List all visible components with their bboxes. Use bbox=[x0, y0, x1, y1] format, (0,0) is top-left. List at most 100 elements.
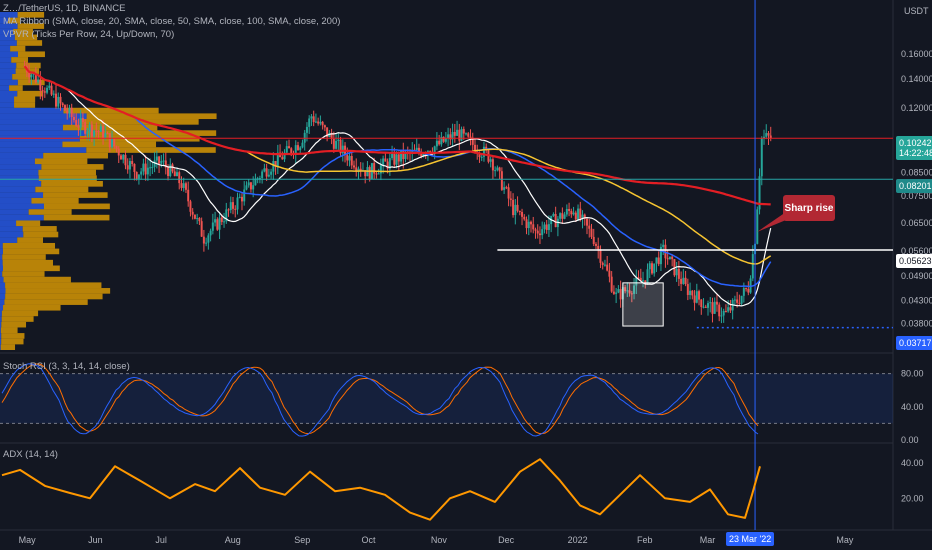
candle-body bbox=[350, 155, 353, 166]
x-tick-label: 2022 bbox=[568, 535, 588, 545]
vpvr-up-bar bbox=[0, 226, 23, 232]
candle-body bbox=[57, 96, 60, 107]
vpvr-up-bar bbox=[0, 85, 10, 91]
vpvr-up-bar bbox=[0, 28, 14, 35]
candle-body bbox=[507, 187, 510, 199]
candle-body bbox=[388, 158, 391, 169]
y-tick-label: 0.07500 bbox=[901, 191, 932, 201]
candle-body bbox=[214, 219, 217, 223]
vpvr-down-bar bbox=[1, 321, 27, 328]
candle-body bbox=[151, 166, 154, 168]
candle-body bbox=[442, 136, 445, 142]
vpvr-down-bar bbox=[14, 102, 36, 108]
candle-body bbox=[245, 185, 248, 190]
candle-body bbox=[456, 129, 459, 136]
candle-body bbox=[395, 154, 398, 165]
candle-body bbox=[207, 235, 210, 243]
candle-body bbox=[97, 131, 100, 133]
vpvr-up-bar bbox=[0, 68, 16, 74]
candle-body bbox=[39, 79, 42, 90]
candle-body bbox=[700, 299, 703, 307]
adx-y-tick: 40.00 bbox=[901, 458, 924, 468]
candle-body bbox=[294, 145, 297, 155]
candle-body bbox=[108, 133, 111, 148]
candle-body bbox=[140, 171, 143, 175]
candle-body bbox=[373, 163, 376, 174]
candle-body bbox=[547, 224, 550, 230]
candle-body bbox=[205, 242, 208, 244]
candle-body bbox=[563, 214, 566, 219]
vpvr-up-bar bbox=[0, 333, 2, 339]
candle-body bbox=[81, 118, 84, 123]
candle-body bbox=[202, 236, 205, 244]
vpvr-up-bar bbox=[0, 242, 3, 249]
candle-body bbox=[119, 155, 122, 160]
vpvr-up-bar bbox=[0, 169, 39, 176]
candle-body bbox=[400, 150, 403, 162]
candle-body bbox=[355, 167, 358, 171]
vpvr-down-bar bbox=[28, 209, 72, 215]
y-tick-label: 0.08500 bbox=[901, 168, 932, 178]
y-tick-label: 0.04900 bbox=[901, 271, 932, 281]
candle-body bbox=[711, 302, 714, 314]
candle-body bbox=[727, 307, 730, 312]
vpvr-down-bar bbox=[17, 23, 45, 29]
candle-body bbox=[568, 208, 571, 211]
candle-body bbox=[167, 167, 170, 177]
candle-body bbox=[411, 149, 414, 154]
candle-body bbox=[415, 147, 418, 151]
y-tick-label: 0.05600 bbox=[901, 246, 932, 256]
vpvr-up-bar bbox=[0, 327, 1, 334]
candle-body bbox=[158, 156, 161, 164]
candle-body bbox=[200, 221, 203, 237]
candle-body bbox=[265, 168, 268, 177]
candle-body bbox=[639, 277, 642, 281]
candle-body bbox=[453, 132, 456, 136]
vpvr-up-bar bbox=[0, 254, 3, 260]
candle-body bbox=[149, 167, 152, 169]
candle-body bbox=[128, 161, 131, 170]
x-tick-label: May bbox=[836, 535, 854, 545]
candle-body bbox=[162, 160, 165, 162]
candle-body bbox=[682, 277, 685, 284]
candle-body bbox=[332, 138, 335, 149]
candle-body bbox=[348, 155, 351, 161]
candle-body bbox=[440, 136, 443, 145]
candle-body bbox=[160, 160, 163, 164]
candle-body bbox=[66, 110, 69, 114]
vpvr-up-bar bbox=[0, 203, 44, 210]
vpvr-down-bar bbox=[2, 271, 45, 277]
callout-pointer bbox=[757, 212, 786, 232]
candle-body bbox=[117, 148, 120, 156]
candle-body bbox=[122, 154, 125, 160]
candle-body bbox=[115, 146, 118, 149]
candle-body bbox=[111, 138, 114, 148]
candle-body bbox=[503, 187, 506, 190]
candle-body bbox=[77, 125, 80, 128]
x-tick-label: Sep bbox=[294, 535, 310, 545]
vpvr-up-bar bbox=[0, 214, 44, 221]
candle-body bbox=[104, 133, 107, 139]
vpvr-down-bar bbox=[5, 293, 103, 300]
candle-body bbox=[34, 73, 37, 83]
vpvr-up-bar bbox=[0, 304, 4, 311]
candle-body bbox=[601, 262, 604, 265]
candle-body bbox=[541, 229, 544, 236]
vpvr-down-bar bbox=[63, 107, 159, 114]
ma-ribbon-legend: MA Ribbon (SMA, close, 20, SMA, close, 5… bbox=[3, 16, 341, 27]
vpvr-down-bar bbox=[0, 344, 16, 350]
vpvr-down-bar bbox=[9, 85, 23, 91]
candle-body bbox=[339, 139, 342, 154]
candle-body bbox=[630, 293, 633, 295]
candle-body bbox=[124, 154, 127, 166]
vpvr-up-bar bbox=[0, 197, 32, 204]
candle-body bbox=[684, 277, 687, 285]
candle-body bbox=[314, 121, 317, 123]
candle-body bbox=[559, 213, 562, 219]
candle-body bbox=[102, 126, 105, 139]
vpvr-down-bar bbox=[5, 288, 111, 294]
candle-body bbox=[769, 135, 772, 139]
candle-body bbox=[276, 152, 279, 167]
vpvr-up-bar bbox=[0, 62, 17, 69]
